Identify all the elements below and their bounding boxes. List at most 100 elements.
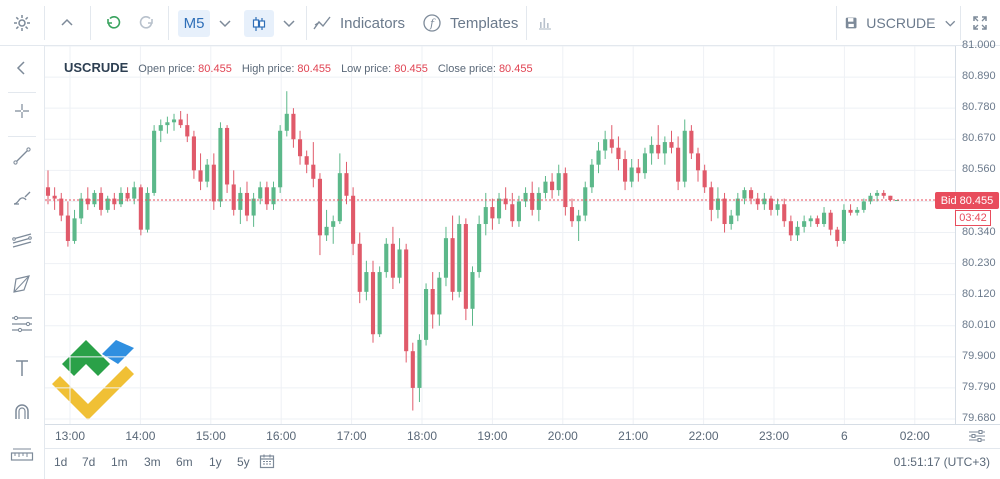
candlestick-icon [252, 16, 266, 31]
time-axis[interactable] [45, 424, 1000, 448]
time-tick-label: 17:00 [336, 429, 367, 443]
candle-up [377, 272, 382, 335]
settings-button[interactable] [0, 0, 44, 46]
candle-up [536, 192, 541, 210]
time-tick-label: 13:00 [54, 429, 86, 443]
price-tick-label: 79.900 [962, 349, 996, 362]
candle-up [218, 127, 223, 202]
chart-area[interactable] [45, 45, 955, 424]
candle-up [483, 207, 488, 225]
range-1d[interactable]: 1d [54, 455, 68, 469]
crosshair-tool[interactable] [0, 91, 44, 131]
candle-down [881, 192, 886, 196]
svg-text:f: f [429, 17, 436, 30]
candle-down [45, 187, 51, 196]
candle-series [45, 91, 900, 411]
back-button[interactable] [0, 48, 44, 88]
indicators-button[interactable]: Indicators [312, 0, 412, 46]
sliders-icon [969, 430, 985, 442]
candle-up [171, 119, 177, 123]
candle-down [815, 218, 820, 225]
timeframe-selector[interactable]: M5 [178, 10, 210, 37]
undo-icon [107, 16, 121, 29]
candle-down [676, 147, 681, 182]
candle-down [264, 187, 269, 205]
candle-down [848, 209, 853, 213]
range-5y[interactable]: 5y [237, 455, 250, 469]
calendar-icon [259, 454, 275, 469]
candle-up [145, 192, 150, 230]
candle-up [735, 198, 740, 216]
candle-down [755, 198, 760, 205]
open-label: Open price: [138, 63, 196, 75]
range-6m[interactable]: 6m [176, 455, 193, 469]
chart-type-button[interactable] [244, 10, 274, 37]
range-7d[interactable]: 7d [82, 455, 96, 469]
templates-label: Templates [450, 14, 519, 32]
redo-icon [139, 16, 153, 29]
magnet-icon [15, 404, 29, 419]
redo-button[interactable] [134, 0, 160, 46]
close-label: Close price: [437, 63, 496, 75]
candle-down [768, 198, 774, 210]
axis-settings-button[interactable] [962, 426, 992, 446]
candle-down [99, 192, 104, 210]
magnet-tool[interactable] [0, 392, 44, 432]
candle-up [715, 198, 720, 210]
fullscreen-icon [973, 16, 987, 30]
time-tick-label: 22:00 [688, 429, 719, 443]
undo-button[interactable] [100, 0, 126, 46]
price-tick-label: 81.000 [962, 39, 996, 51]
text-tool[interactable] [0, 348, 44, 388]
candle-up [523, 192, 528, 202]
range-3m[interactable]: 3m [144, 455, 161, 469]
symbol-selector[interactable]: USCRUDE [844, 0, 956, 46]
candle-up [457, 224, 462, 292]
chevron-down-icon [283, 20, 295, 28]
candle-down [138, 187, 143, 230]
range-1y[interactable]: 1y [209, 455, 222, 469]
text-icon [16, 360, 28, 376]
range-1m[interactable]: 1m [111, 455, 128, 469]
templates-button[interactable]: f Templates [422, 0, 522, 46]
trend-line-tool[interactable] [0, 136, 44, 176]
candle-up [118, 192, 124, 205]
candle-down [569, 207, 575, 222]
candle-down [52, 195, 57, 199]
trend-line-icon [13, 147, 31, 165]
candle-up [470, 272, 475, 309]
collapse-button[interactable] [50, 0, 84, 46]
fibonacci-tool[interactable] [0, 304, 44, 344]
candle-down [430, 289, 435, 315]
candle-up [278, 130, 283, 188]
candle-down [112, 198, 117, 205]
ruler-tool[interactable] [0, 434, 44, 474]
candle-up [821, 212, 827, 225]
candle-up [742, 190, 747, 199]
date-range-button[interactable] [259, 453, 277, 471]
candle-down [185, 125, 190, 137]
polygon-tool[interactable] [0, 264, 44, 304]
candle-up [649, 144, 654, 154]
timeframe-dropdown[interactable] [214, 0, 236, 46]
candle-down [616, 147, 621, 160]
channel-tool[interactable] [0, 220, 44, 260]
chevron-left-icon [16, 61, 25, 75]
volume-button[interactable] [532, 0, 558, 46]
brush-tool[interactable] [0, 178, 44, 218]
time-tick-label: 23:00 [758, 429, 790, 443]
price-axis[interactable] [955, 46, 1000, 424]
high-value: 80.455 [297, 63, 332, 75]
fullscreen-button[interactable] [962, 0, 998, 46]
candle-down [782, 204, 787, 222]
candle-up [808, 218, 813, 222]
price-tick-label: 80.010 [962, 318, 996, 331]
candle-down [178, 119, 183, 126]
price-tick-label: 80.340 [962, 225, 996, 238]
candle-up [496, 198, 502, 219]
price-tick-label: 80.890 [962, 70, 996, 83]
candle-up [682, 130, 687, 182]
chart-type-dropdown[interactable] [278, 0, 300, 46]
ohlc-info: USCRUDE Open price: 80.455 High price: 8… [64, 60, 543, 75]
candle-down [689, 130, 694, 154]
